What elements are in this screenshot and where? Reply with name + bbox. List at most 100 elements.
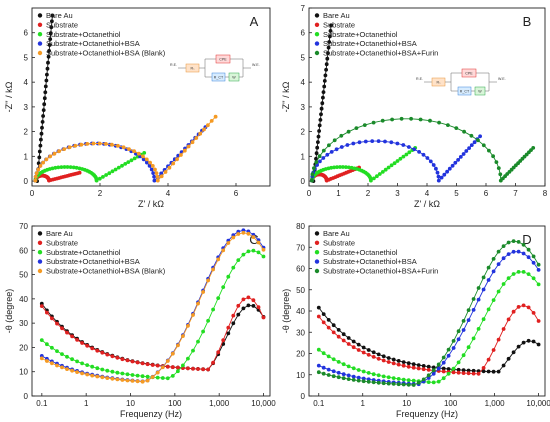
data-point [100,350,105,355]
data-point [321,148,326,153]
data-point [396,359,401,363]
data-point [68,165,73,170]
y-tick-label: 2 [24,128,29,137]
data-point [421,367,426,372]
data-point [496,289,501,294]
data-point [44,78,49,83]
data-point [376,373,381,378]
data-point [357,140,362,145]
data-point [339,133,344,138]
data-point [165,376,170,381]
data-point [152,174,157,179]
data-point [341,376,346,381]
series-layer [33,13,218,184]
data-point [351,339,356,344]
data-point [120,163,124,168]
y-tick-label: 1 [301,152,306,161]
data-point [326,354,331,359]
data-point [501,327,506,331]
legend-label: Substrate+Octanethiol+BSA+Furin [323,267,438,276]
data-point [107,171,112,176]
legend-marker [37,259,43,264]
data-point [461,371,466,375]
data-point [501,244,506,249]
data-point [461,319,466,323]
data-point [380,170,385,174]
data-point [329,150,334,154]
data-point [371,350,376,355]
data-point [130,359,135,364]
data-point [50,19,54,24]
data-point [38,164,43,168]
data-point [531,339,536,344]
plot-frame [31,7,271,187]
cpe-element [215,54,231,64]
data-point [110,354,115,359]
y-tick-label: 0 [24,392,29,401]
data-point [176,343,180,348]
data-point [476,138,480,143]
data-point [165,364,170,369]
data-point [491,348,496,352]
data-point [325,152,330,157]
data-point [496,166,501,171]
data-point [256,250,261,255]
data-point [526,272,531,276]
data-point [336,334,341,339]
data-point [401,363,406,368]
data-point [318,159,322,164]
data-point [65,165,70,169]
data-point [481,366,486,370]
data-point [206,318,211,323]
data-point [170,365,175,370]
data-point [226,274,231,279]
data-point [153,167,157,172]
data-point [341,165,345,169]
data-point [315,145,320,150]
data-point [85,372,90,377]
data-point [391,376,396,380]
data-point [74,165,79,170]
data-point [186,324,190,328]
data-point [65,330,69,335]
data-point [425,156,430,160]
data-point [361,376,366,381]
cpe-label: CPE [219,57,227,61]
data-point [494,160,499,165]
data-point [436,362,441,367]
data-point [127,147,131,152]
data-point [317,154,322,159]
data-point [426,376,431,380]
data-point [371,380,376,385]
y-tick-label: 1 [24,152,29,161]
data-point [226,331,231,336]
data-point [461,353,466,358]
data-point [202,127,206,132]
panel-b: 0 1 2 3 4 5 6 7 8 0 1 2 3 4 5 6 7 Z' / kΩ -Z'' / kΩ B Bare A… [281,4,548,209]
data-point [196,301,200,306]
data-point [336,328,341,332]
data-point [516,270,521,274]
data-point [361,369,366,374]
rs-label: Rₛ [437,80,442,84]
data-point [441,376,446,381]
y-tick-label: 50 [296,286,305,295]
data-point [329,165,334,170]
x-tick-label: 6 [234,189,239,198]
data-point [142,151,147,155]
data-point [383,167,388,172]
data-point [211,307,216,312]
data-point [115,355,120,360]
data-point [356,342,361,347]
data-point [181,334,185,338]
data-point [462,129,466,134]
data-point [481,317,486,322]
data-point [331,323,336,328]
data-point [206,278,211,283]
data-point [456,158,460,162]
re-label: R.E. [416,77,423,81]
data-point [50,361,54,366]
legend-marker [37,250,43,255]
data-point [329,23,333,28]
